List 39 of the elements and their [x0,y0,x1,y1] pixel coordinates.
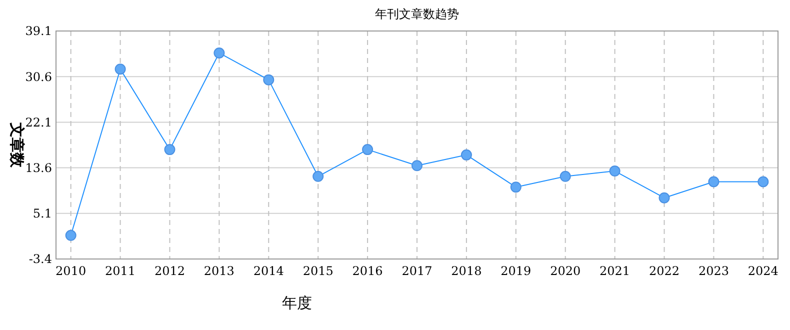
point [65,230,76,241]
chart-title: 年刊文章数趋势 [375,7,459,21]
point [114,64,126,75]
point [560,170,571,182]
point [658,192,670,204]
point [708,176,720,188]
point [460,149,472,160]
y-tick-label: 39.1 [25,24,52,38]
point [312,170,324,182]
x-tick-label: 2018 [451,264,482,278]
y-tick-label: -3.4 [28,252,52,266]
x-tick-label: 2016 [352,264,383,278]
x-axis-title: 年度 [282,294,312,312]
x-tick-label: 2011 [105,264,136,278]
x-tick-label: 2020 [550,264,581,278]
point [758,176,769,188]
x-tick-label: 2015 [302,264,334,278]
x-tick-label: 2017 [402,264,432,278]
y-tick-label: 30.6 [25,70,52,84]
x-tick-label: 2022 [648,264,680,278]
point [164,144,176,156]
point [412,160,422,172]
x-tick-label: 2024 [748,264,779,278]
y-tick-label: 13.6 [25,161,52,175]
point [214,47,225,58]
x-tick-label: 2023 [698,264,729,278]
y-axis-title: 文章数 [8,122,26,168]
x-tick-label: 2019 [500,264,532,278]
x-tick-label: 2014 [253,264,284,278]
y-tick-label: 22.1 [25,115,52,130]
point [263,74,274,86]
x-tick-label: 2010 [56,264,86,278]
point [510,182,522,193]
y-tick-label: 5.1 [32,206,52,221]
x-tick-label: 2012 [154,264,186,278]
x-tick-label: 2013 [204,264,234,278]
point [609,166,620,177]
x-tick-label: 2021 [600,264,630,278]
point [362,144,374,156]
